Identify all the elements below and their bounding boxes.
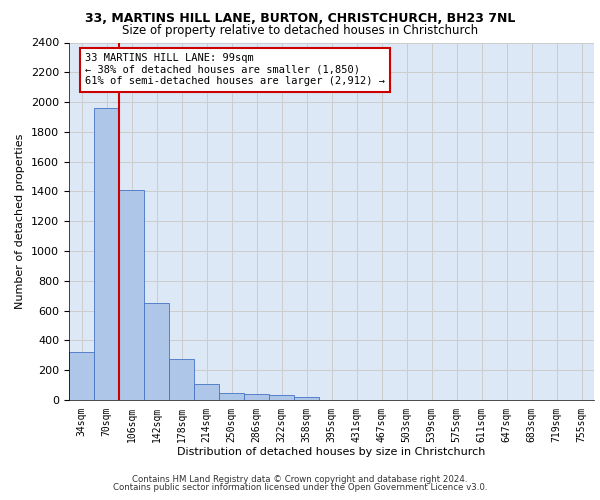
Bar [269,395,294,400]
X-axis label: Distribution of detached houses by size in Christchurch: Distribution of detached houses by size … [178,447,485,457]
Bar [294,396,319,400]
Y-axis label: Number of detached properties: Number of detached properties [16,134,25,309]
Text: 33, MARTINS HILL LANE, BURTON, CHRISTCHURCH, BH23 7NL: 33, MARTINS HILL LANE, BURTON, CHRISTCHU… [85,12,515,26]
Text: Contains HM Land Registry data © Crown copyright and database right 2024.: Contains HM Land Registry data © Crown c… [132,475,468,484]
Bar [219,392,244,400]
Bar [144,303,169,400]
Bar [94,108,119,400]
Text: Size of property relative to detached houses in Christchurch: Size of property relative to detached ho… [122,24,478,37]
Text: Contains public sector information licensed under the Open Government Licence v3: Contains public sector information licen… [113,484,487,492]
Text: 33 MARTINS HILL LANE: 99sqm
← 38% of detached houses are smaller (1,850)
61% of : 33 MARTINS HILL LANE: 99sqm ← 38% of det… [85,53,385,86]
Bar [169,359,194,400]
Bar [244,394,269,400]
Bar [194,384,219,400]
Bar [119,190,144,400]
Bar [69,352,94,400]
